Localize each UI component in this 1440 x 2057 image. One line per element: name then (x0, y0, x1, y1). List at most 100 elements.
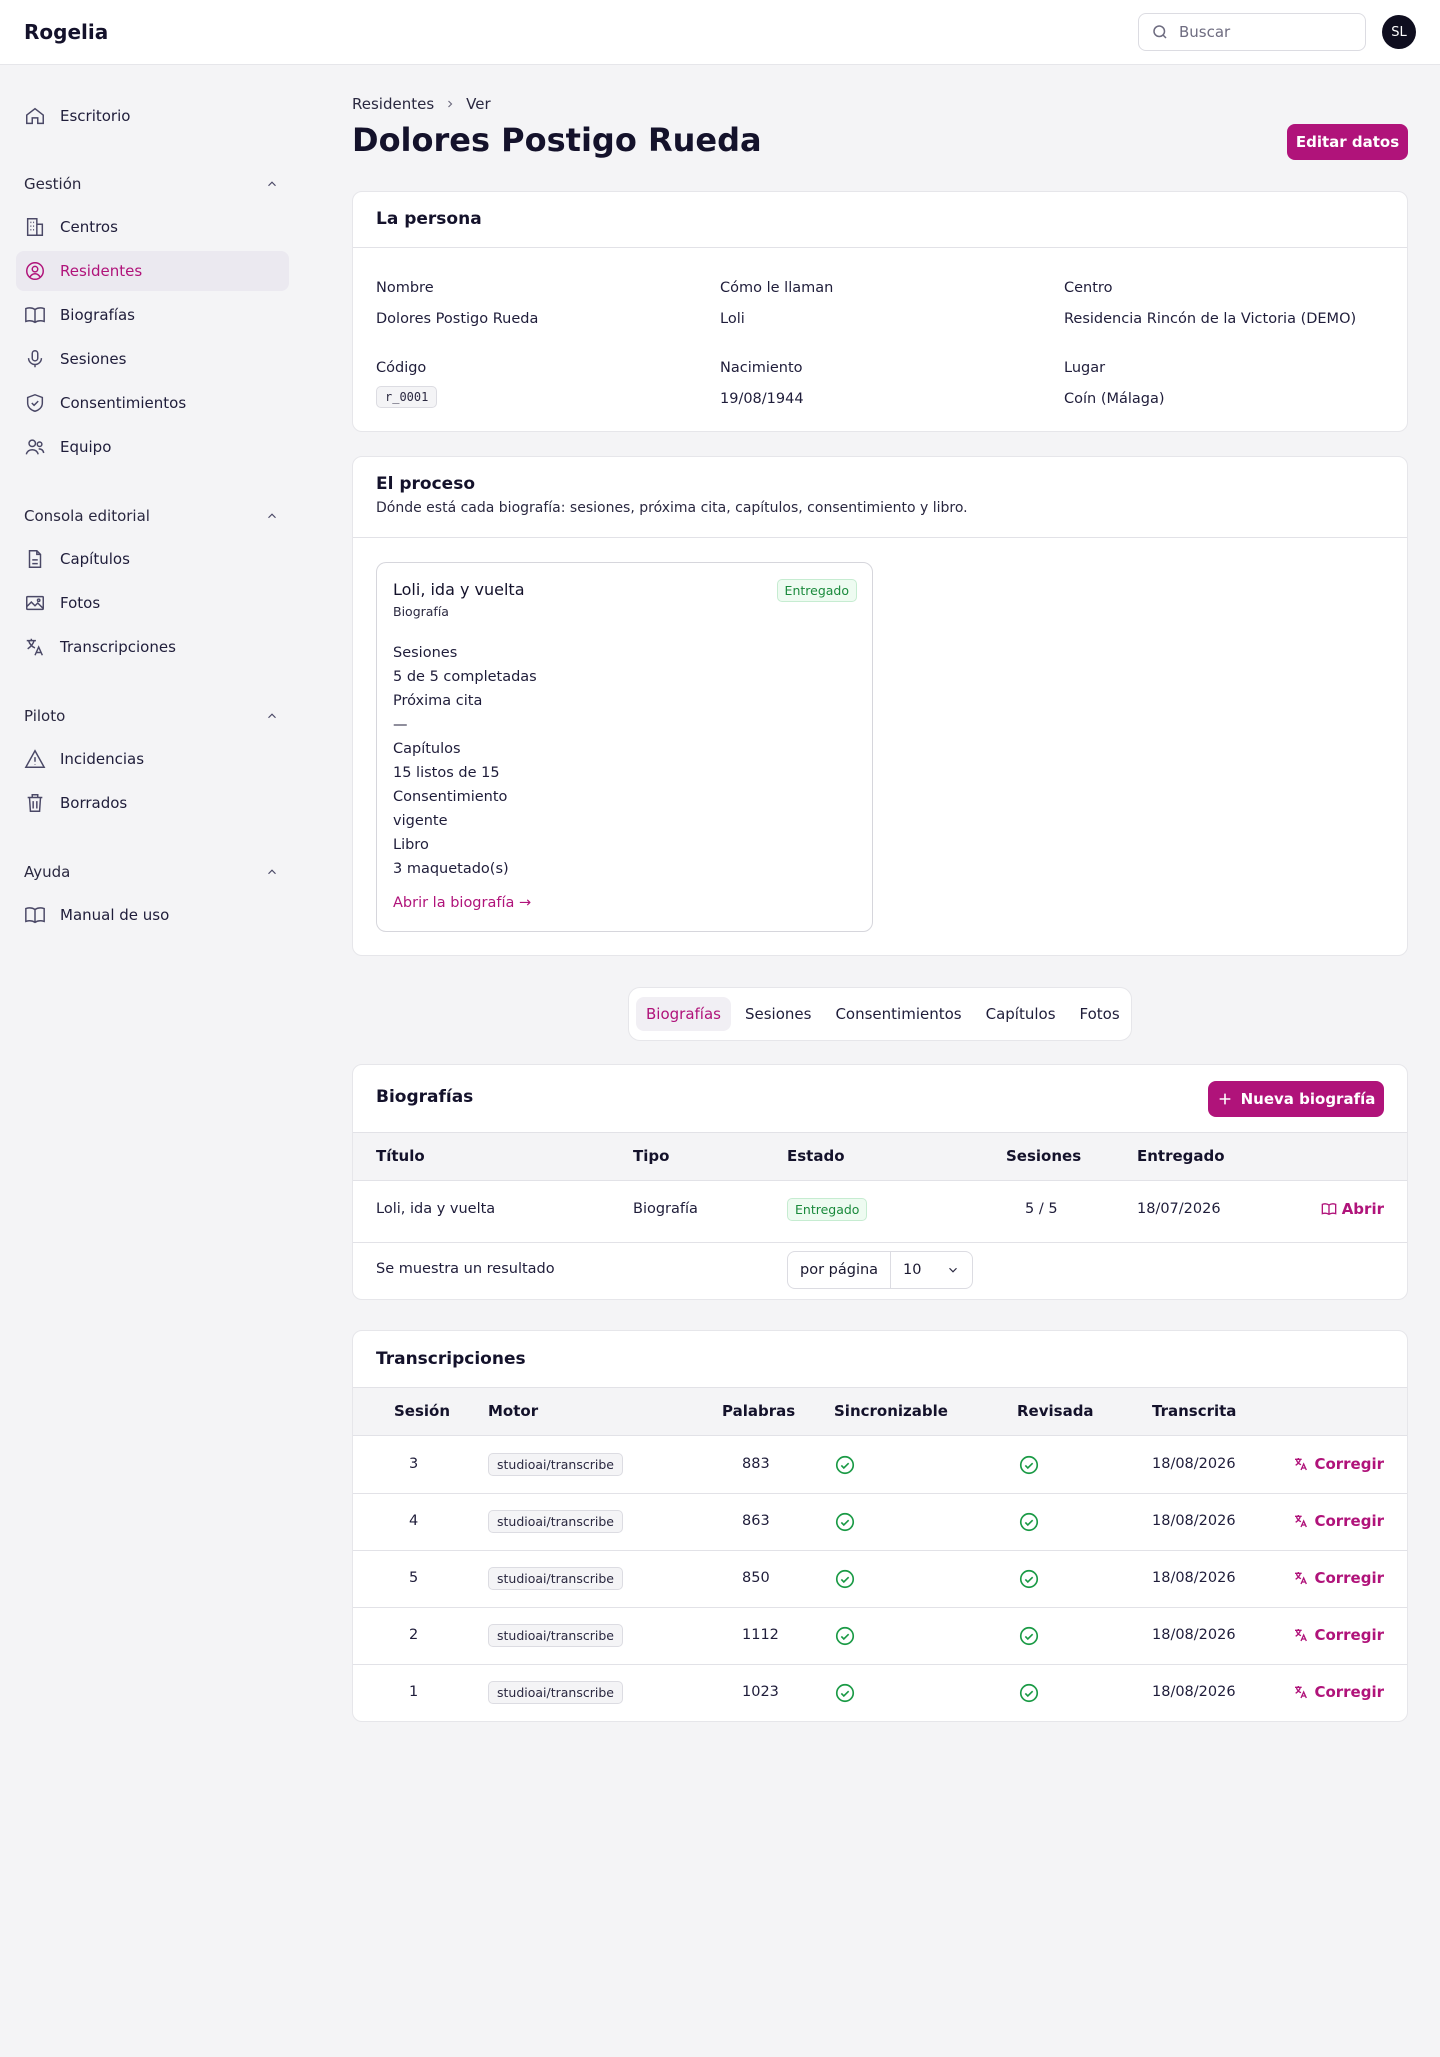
chevron-up-icon (268, 181, 276, 187)
app-logo[interactable]: Rogelia (24, 20, 109, 44)
nav-group-gestion[interactable]: Gestión (24, 173, 279, 195)
column-header-entregado[interactable]: Entregado (1137, 1147, 1225, 1165)
nav-group-title: Consola editorial (24, 507, 150, 525)
chevron-down-icon (949, 1267, 957, 1273)
tab-fotos[interactable]: Fotos (1079, 1005, 1120, 1023)
sidebar-item-incidencias[interactable]: Incidencias (16, 739, 289, 779)
column-header-transcrita[interactable]: Transcrita (1152, 1402, 1237, 1420)
sidebar-item-fotos[interactable]: Fotos (16, 583, 289, 623)
status-badge: Entregado (776, 579, 857, 602)
correct-transcription-button[interactable]: Corregir (1293, 1626, 1384, 1644)
field-label-nombre: Nombre (376, 280, 434, 296)
column-header-motor[interactable]: Motor (488, 1402, 539, 1420)
shield-check-icon (26, 393, 44, 413)
sidebar-item-consentimientos[interactable]: Consentimientos (16, 383, 289, 423)
plus-icon (1219, 1093, 1230, 1105)
tab-consentimientos[interactable]: Consentimientos (835, 1005, 962, 1023)
correct-transcription-button[interactable]: Corregir (1293, 1512, 1384, 1530)
per-page-label: por página (788, 1252, 892, 1288)
per-page-select[interactable]: por página 10 (787, 1251, 973, 1289)
field-label-nacimiento: Nacimiento (720, 360, 803, 376)
nav-group-ayuda[interactable]: Ayuda (24, 861, 279, 883)
sidebar-item-residentes[interactable]: Residentes (16, 251, 289, 291)
edit-data-button[interactable]: Editar datos (1287, 124, 1408, 160)
open-biography-link[interactable]: Abrir la biografía → (393, 895, 532, 911)
pagination-summary: Se muestra un resultado (376, 1261, 555, 1277)
proceso-card-title: El proceso (376, 474, 475, 494)
sidebar-item-equipo[interactable]: Equipo (16, 427, 289, 467)
nav-group-piloto[interactable]: Piloto (24, 705, 279, 727)
search-input[interactable] (1179, 23, 1349, 41)
correct-transcription-button[interactable]: Corregir (1293, 1569, 1384, 1587)
column-header-sesiones[interactable]: Sesiones (1006, 1147, 1082, 1165)
book-icon (25, 307, 45, 324)
sidebar-item-biografias[interactable]: Biografías (16, 295, 289, 335)
chevron-up-icon (268, 713, 276, 719)
cell-sesiones: 5 / 5 (1025, 1201, 1058, 1217)
translate-icon (26, 638, 44, 656)
sidebar-item-transcripciones[interactable]: Transcripciones (16, 627, 289, 667)
column-header-titulo[interactable]: Título (376, 1147, 425, 1165)
column-header-estado[interactable]: Estado (787, 1147, 845, 1165)
correct-transcription-button[interactable]: Corregir (1293, 1455, 1384, 1473)
correct-transcription-button[interactable]: Corregir (1293, 1683, 1384, 1701)
field-value-nacimiento: 19/08/1944 (720, 391, 804, 407)
home-icon (26, 107, 44, 125)
nav-group-title: Ayuda (24, 863, 71, 881)
biografias-table-card: Biografías Nueva biografía Título Tipo E… (352, 1064, 1408, 1300)
check-circle-icon (1019, 1569, 1039, 1588)
check-circle-icon (835, 1683, 855, 1702)
sidebar-item-manual-de-uso[interactable]: Manual de uso (16, 895, 289, 935)
translate-icon (1295, 1571, 1308, 1584)
sidebar-item-label: Fotos (60, 594, 101, 612)
cell-sesion: 3 (409, 1455, 419, 1472)
column-header-revisada[interactable]: Revisada (1017, 1402, 1094, 1420)
sidebar-item-centros[interactable]: Centros (16, 207, 289, 247)
cell-palabras: 883 (742, 1455, 770, 1472)
column-header-palabras[interactable]: Palabras (722, 1402, 796, 1420)
tab-biografias[interactable]: Biografías (636, 997, 731, 1031)
open-biography-button[interactable]: Abrir (1321, 1200, 1384, 1218)
check-circle-icon (1019, 1455, 1039, 1474)
search-box[interactable] (1138, 13, 1366, 51)
breadcrumb: Residentes Ver (352, 95, 491, 113)
process-label-capitulos: Capítulos (393, 741, 461, 757)
field-value-apodo: Loli (720, 311, 745, 327)
process-value-sesiones: 5 de 5 completadas (393, 669, 537, 685)
proceso-card: El proceso Dónde está cada biografía: se… (352, 456, 1408, 956)
open-biography-label: Abrir (1341, 1200, 1384, 1218)
status-badge: Entregado (787, 1198, 868, 1221)
sidebar-item-capitulos[interactable]: Capítulos (16, 539, 289, 579)
warning-icon (24, 749, 46, 768)
sidebar-item-sesiones[interactable]: Sesiones (16, 339, 289, 379)
cell-motor: studioai/transcribe (488, 1566, 623, 1590)
tab-capitulos[interactable]: Capítulos (985, 1005, 1056, 1023)
transcripciones-card-title: Transcripciones (376, 1349, 526, 1369)
cell-sesion: 1 (409, 1683, 419, 1700)
process-label-sesiones: Sesiones (393, 645, 458, 661)
chevron-up-icon (268, 869, 276, 875)
cell-palabras: 1023 (742, 1683, 779, 1700)
process-value-libro: 3 maquetado(s) (393, 861, 509, 877)
sidebar-item-escritorio[interactable]: Escritorio (16, 96, 289, 136)
avatar[interactable]: SL (1382, 15, 1416, 49)
sidebar-item-borrados[interactable]: Borrados (16, 783, 289, 823)
check-circle-icon (835, 1626, 855, 1645)
column-header-tipo[interactable]: Tipo (633, 1147, 670, 1165)
nav-group-consola-editorial[interactable]: Consola editorial (24, 505, 279, 527)
check-circle-icon (835, 1455, 855, 1474)
column-header-sesion[interactable]: Sesión (394, 1402, 451, 1420)
translate-icon (1295, 1457, 1308, 1470)
cell-entregado: 18/07/2026 (1137, 1201, 1221, 1217)
breadcrumb-item-residentes[interactable]: Residentes (352, 95, 435, 113)
field-label-apodo: Cómo le llaman (720, 280, 834, 296)
new-biography-button[interactable]: Nueva biografía (1208, 1081, 1384, 1117)
biography-process-card: Loli, ida y vuelta Biografía Entregado S… (376, 562, 873, 932)
field-label-centro: Centro (1064, 280, 1113, 296)
tab-sesiones[interactable]: Sesiones (744, 1005, 812, 1023)
book-open-icon (1321, 1203, 1337, 1216)
correct-transcription-label: Corregir (1314, 1511, 1384, 1530)
column-header-sincronizable[interactable]: Sincronizable (834, 1402, 948, 1420)
sidebar-item-label: Residentes (60, 262, 143, 280)
field-value-nombre: Dolores Postigo Rueda (376, 311, 539, 327)
